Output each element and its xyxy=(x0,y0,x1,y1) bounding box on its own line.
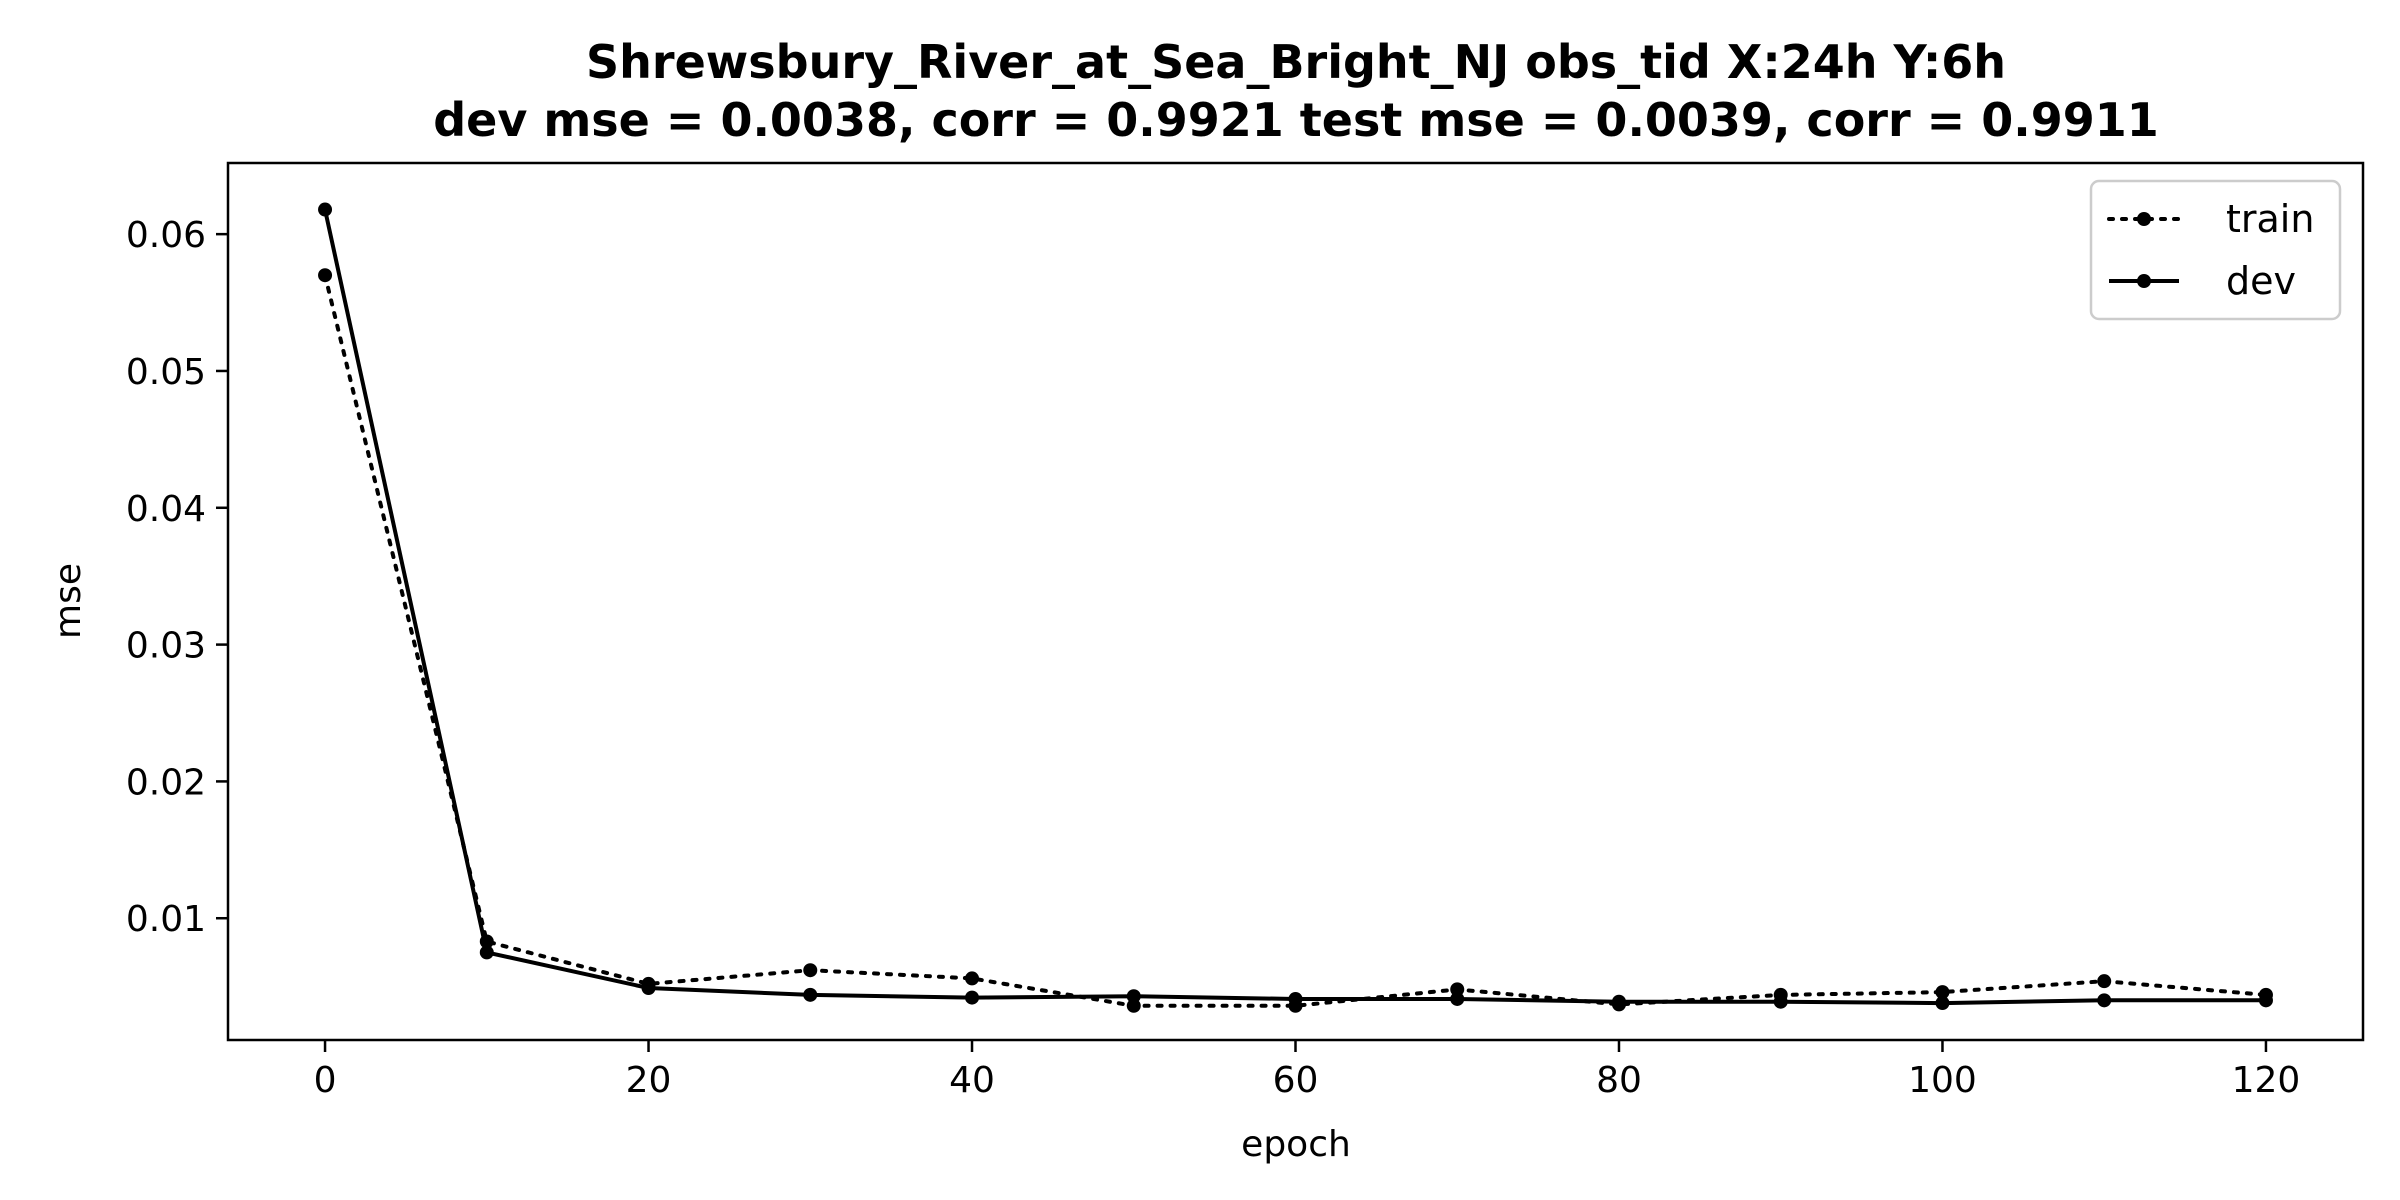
y-tick-label: 0.04 xyxy=(126,489,206,530)
series-line-train xyxy=(323,273,2268,1008)
y-axis: 0.01 0.02 0.03 0.04 0.05 0.06 xyxy=(126,215,228,940)
x-axis: 0 20 40 60 80 100 120 xyxy=(314,1040,2301,1101)
x-axis-label: epoch xyxy=(1241,1124,1351,1165)
point-dev xyxy=(803,987,818,1002)
x-tick-label: 100 xyxy=(1908,1060,1977,1101)
y-tick-label: 0.01 xyxy=(126,899,206,940)
x-tick-label: 0 xyxy=(314,1060,337,1101)
point-train xyxy=(2097,974,2112,989)
point-train xyxy=(803,963,818,978)
x-tick-label: 60 xyxy=(1273,1060,1319,1101)
point-dev xyxy=(1935,996,1950,1011)
y-axis-label: mse xyxy=(48,563,89,639)
x-tick-label: 40 xyxy=(949,1060,995,1101)
point-train xyxy=(1126,998,1141,1013)
legend: train dev xyxy=(2089,179,2342,321)
point-dev xyxy=(1126,989,1141,1004)
legend-dev-marker xyxy=(2137,274,2151,288)
point-dev xyxy=(2097,993,2112,1008)
point-dev xyxy=(479,945,494,960)
x-tick-label: 20 xyxy=(626,1060,672,1101)
point-dev xyxy=(1288,991,1303,1006)
y-tick-label: 0.06 xyxy=(126,215,206,256)
y-tick-label: 0.03 xyxy=(126,626,206,667)
series-line-dev xyxy=(323,209,2266,1006)
x-tick-label: 120 xyxy=(2232,1060,2301,1101)
point-dev xyxy=(1773,994,1788,1009)
point-train xyxy=(1935,985,1950,1000)
y-tick-label: 0.05 xyxy=(126,352,206,393)
y-tick-label: 0.02 xyxy=(126,762,206,803)
legend-train-label: train xyxy=(2226,197,2314,241)
legend-dev-label: dev xyxy=(2226,259,2296,303)
point-dev xyxy=(1450,991,1465,1006)
legend-train-marker xyxy=(2137,212,2151,226)
point-dev xyxy=(965,990,980,1005)
point-dev xyxy=(1611,994,1626,1009)
chart-title-line2: dev mse = 0.0038, corr = 0.9921 test mse… xyxy=(433,93,2159,147)
series-layer xyxy=(318,202,2273,1013)
chart-title-line1: Shrewsbury_River_at_Sea_Bright_NJ obs_ti… xyxy=(586,35,2006,89)
point-dev xyxy=(318,202,333,217)
point-train xyxy=(1450,982,1465,997)
legend-frame xyxy=(2089,179,2342,321)
x-tick-label: 80 xyxy=(1596,1060,1642,1101)
point-dev xyxy=(2258,993,2273,1008)
point-train xyxy=(965,971,980,986)
plot-area-frame xyxy=(226,161,2365,1042)
point-dev xyxy=(641,981,656,996)
point-train xyxy=(318,268,333,283)
